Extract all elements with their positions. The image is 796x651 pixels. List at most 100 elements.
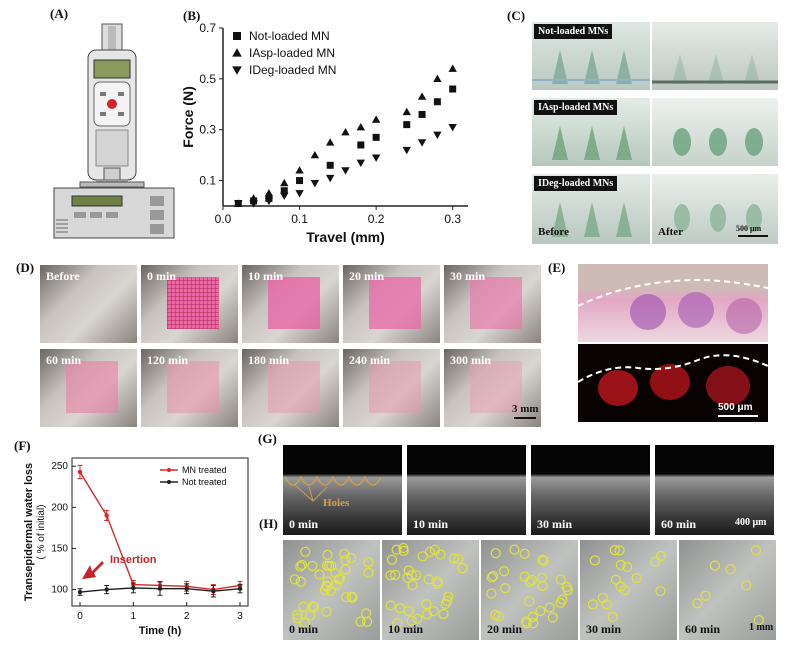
skin-image: 10 min (242, 265, 339, 343)
hole-marker (631, 572, 642, 584)
stained-patch (470, 361, 522, 413)
oct-image: 30 min (531, 445, 650, 535)
panel-label-a: (A) (50, 6, 69, 21)
f-x-tick-label: 0 (77, 611, 83, 622)
f-x-tick-label: 1 (131, 611, 137, 622)
b-point-triangle-up (325, 138, 335, 146)
hole-marker (428, 606, 439, 617)
time-label: 180 min (248, 353, 290, 367)
hole-marker (432, 578, 443, 589)
hole-marker (398, 542, 409, 554)
before-label: Before (538, 226, 569, 238)
time-label: 60 min (661, 517, 697, 531)
stained-patch (369, 277, 421, 329)
b-point-square (280, 187, 288, 195)
hole-marker (524, 596, 535, 607)
holes-label: Holes (323, 497, 350, 509)
hole-marker (412, 613, 423, 624)
hole-marker (314, 569, 325, 580)
f-point (184, 586, 189, 591)
b-point-triangle-up (341, 128, 350, 136)
time-label: 300 min (450, 353, 492, 367)
hole-marker (324, 560, 335, 572)
hole-image: 30 min (580, 540, 677, 640)
b-point-square (326, 161, 334, 169)
b-x-axis-title: Travel (mm) (306, 229, 385, 245)
hole-marker (725, 564, 736, 575)
time-label: 30 min (450, 269, 486, 283)
b-legend-marker (232, 48, 242, 57)
b-point-triangle-down (234, 200, 243, 208)
hole-marker (614, 545, 625, 556)
hole-marker (421, 609, 433, 620)
stained-patch (369, 361, 421, 413)
hole-marker (448, 553, 460, 564)
hole-marker (403, 606, 414, 617)
hole-marker (500, 583, 511, 594)
panel-label-f: (F) (14, 438, 31, 453)
hole-marker (346, 591, 357, 602)
hole-marker (538, 555, 549, 566)
time-label: 60 min (685, 622, 721, 636)
hole-marker (360, 608, 372, 619)
time-label: 60 min (46, 353, 82, 367)
scale-bar-h: 1 mm (749, 622, 774, 633)
b-point-triangle-down (249, 200, 258, 208)
hole-marker (498, 566, 510, 577)
scale-bar-e: 500 μm (718, 402, 753, 413)
header-iasp-loaded: IAsp-loaded MNs (534, 100, 618, 115)
b-y-tick-label: 0.1 (199, 174, 216, 188)
hole-marker (435, 549, 446, 560)
hole-marker (424, 546, 436, 558)
hole-marker (361, 616, 373, 627)
hole-marker (407, 580, 418, 591)
hole-marker (340, 554, 351, 566)
hole-marker (333, 574, 344, 585)
hole-marker (292, 613, 303, 624)
hole-image-row: 0 min 10 min 20 min 30 min 60 min 1 mm (283, 540, 777, 642)
skin-image: 20 min (343, 265, 440, 343)
hole-marker (385, 570, 396, 581)
hole-marker (355, 616, 366, 627)
hole-marker (442, 595, 453, 607)
hole-marker (610, 574, 621, 585)
panel-label-g: (G) (258, 431, 277, 446)
hole-marker (321, 580, 332, 591)
f-legend-label: Not treated (182, 477, 227, 487)
hole-marker (346, 552, 357, 564)
b-point-square (372, 133, 380, 141)
time-label: 0 min (289, 622, 319, 636)
time-label: 30 min (537, 517, 573, 531)
insertion-label: Insertion (110, 554, 157, 566)
b-y-axis-title: Force (N) (180, 86, 196, 147)
hole-marker (347, 592, 358, 603)
b-x-tick-label: 0.2 (368, 212, 385, 226)
f-point (131, 585, 136, 591)
hole-image: 0 min (283, 540, 380, 640)
hole-marker (363, 557, 374, 568)
hole-marker (423, 574, 434, 585)
f-x-axis-title: Time (h) (139, 625, 182, 637)
b-point-triangle-down (402, 146, 411, 155)
f-point (237, 586, 243, 591)
f-plot-frame (71, 457, 249, 607)
hole-marker (322, 576, 333, 587)
b-point-triangle-down (448, 124, 457, 132)
b-point-triangle-down (433, 131, 442, 139)
b-point-triangle-down (264, 197, 274, 206)
time-label: 10 min (248, 269, 284, 283)
hole-marker (561, 581, 572, 593)
hole-marker (363, 567, 374, 578)
oct-image: 0 min (283, 445, 402, 535)
b-point-triangle-up (310, 150, 320, 159)
hole-marker (601, 599, 612, 610)
hole-image: 10 min (382, 540, 479, 640)
f-y-axis-subtitle: ( % of initial) (36, 504, 47, 559)
hole-marker (587, 599, 599, 610)
b-point-square (433, 98, 441, 106)
hole-marker (385, 600, 396, 611)
stained-patch (167, 361, 219, 413)
b-point-triangle-up (295, 166, 304, 174)
hole-marker (555, 597, 566, 608)
hole-marker (493, 611, 504, 622)
